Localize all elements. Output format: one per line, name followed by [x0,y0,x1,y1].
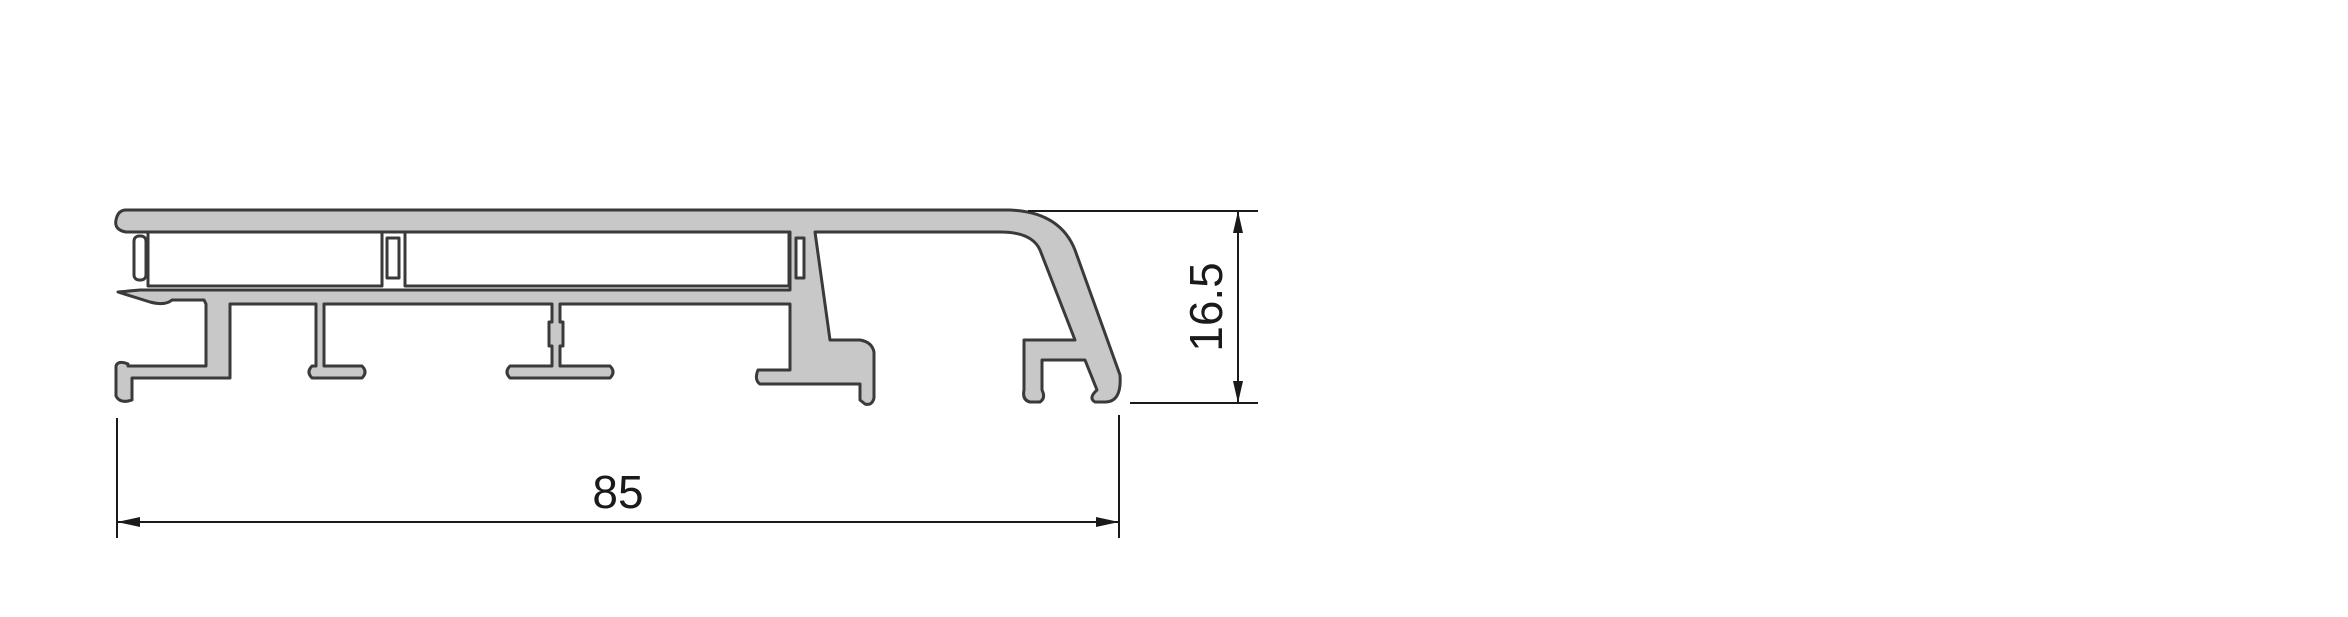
height-arrow-bottom [1233,381,1243,403]
height-arrow-top [1233,211,1243,233]
width-label: 85 [592,466,643,518]
slot-divider-1 [385,236,401,280]
width-dimension: 85 [116,415,1120,538]
height-dimension: 16.5 [1028,210,1258,404]
aluminium-profile [114,208,1122,406]
slot-left-small [132,234,148,282]
chamber-middle [403,230,791,288]
width-arrow-right [1096,517,1119,527]
slot-divider-2 [794,236,806,280]
width-arrow-left [117,517,140,527]
height-label: 16.5 [1180,262,1232,352]
profile-top-plate [114,208,1122,406]
chamber-left [146,230,384,288]
